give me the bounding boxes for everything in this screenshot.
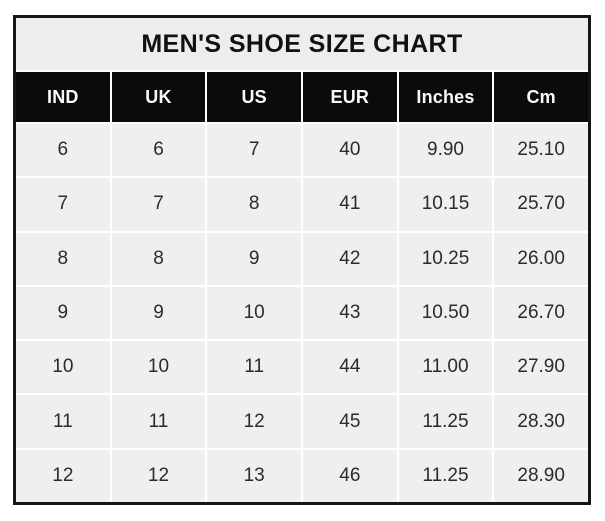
table-cell-r5-c3: 45: [302, 395, 397, 448]
table-cell-r3-c1: 9: [111, 286, 206, 340]
table-cell-r2-c2: 9: [207, 232, 301, 285]
table-cell-r2-c0: 8: [16, 232, 110, 285]
table-cell-r3-c2: 10: [207, 286, 301, 340]
column-header-inches: Inches: [398, 72, 493, 122]
table-cell-r1-c1: 7: [111, 178, 206, 231]
table-cell-r5-c2: 12: [207, 395, 301, 448]
table-cell-r1-c4: 10.15: [398, 178, 493, 231]
table-cell-r0-c1: 6: [111, 124, 206, 177]
column-header-us: US: [207, 72, 301, 122]
column-header-eur: EUR: [302, 72, 397, 122]
table-cell-r6-c2: 13: [207, 449, 301, 502]
table-cell-r1-c2: 8: [207, 178, 301, 231]
table-cell-r3-c0: 9: [16, 286, 110, 340]
table-cell-r4-c0: 10: [16, 341, 110, 394]
table-cell-r0-c2: 7: [207, 124, 301, 177]
table-cell-r4-c2: 11: [207, 341, 301, 394]
table-cell-r4-c1: 10: [111, 341, 206, 394]
table-cell-r0-c5: 25.10: [494, 124, 588, 177]
table-cell-r6-c0: 12: [16, 449, 110, 502]
table-cell-r2-c1: 8: [111, 232, 206, 285]
table-cell-r0-c3: 40: [302, 124, 397, 177]
table-cell-r6-c3: 46: [302, 449, 397, 502]
table-cell-r2-c5: 26.00: [494, 232, 588, 285]
column-header-ind: IND: [16, 72, 110, 122]
size-chart-table: MEN'S SHOE SIZE CHART IND UK US EUR Inches Cm…: [13, 15, 591, 505]
chart-title: MEN'S SHOE SIZE CHART: [16, 18, 588, 70]
table-cell-r0-c4: 9.90: [398, 124, 493, 177]
table-cell-r1-c0: 7: [16, 178, 110, 231]
table-cell-r3-c3: 43: [302, 286, 397, 340]
table-cell-r2-c3: 42: [302, 232, 397, 285]
table-cell-r6-c5: 28.90: [494, 449, 588, 502]
table-cell-r4-c4: 11.00: [398, 341, 493, 394]
table-cell-r3-c4: 10.50: [398, 286, 493, 340]
table-cell-r1-c3: 41: [302, 178, 397, 231]
column-header-uk: UK: [111, 72, 206, 122]
table-cell-r6-c4: 11.25: [398, 449, 493, 502]
table-cell-r5-c4: 11.25: [398, 395, 493, 448]
column-header-cm: Cm: [494, 72, 588, 122]
shoe-size-chart: MEN'S SHOE SIZE CHART IND UK US EUR Inches Cm…: [13, 15, 591, 505]
table-cell-r4-c3: 44: [302, 341, 397, 394]
table-cell-r5-c1: 11: [111, 395, 206, 448]
table-cell-r4-c5: 27.90: [494, 341, 588, 394]
table-cell-r1-c5: 25.70: [494, 178, 588, 231]
table-cell-r2-c4: 10.25: [398, 232, 493, 285]
table-cell-r0-c0: 6: [16, 124, 110, 177]
table-cell-r6-c1: 12: [111, 449, 206, 502]
table-cell-r5-c0: 11: [16, 395, 110, 448]
table-cell-r5-c5: 28.30: [494, 395, 588, 448]
table-cell-r3-c5: 26.70: [494, 286, 588, 340]
